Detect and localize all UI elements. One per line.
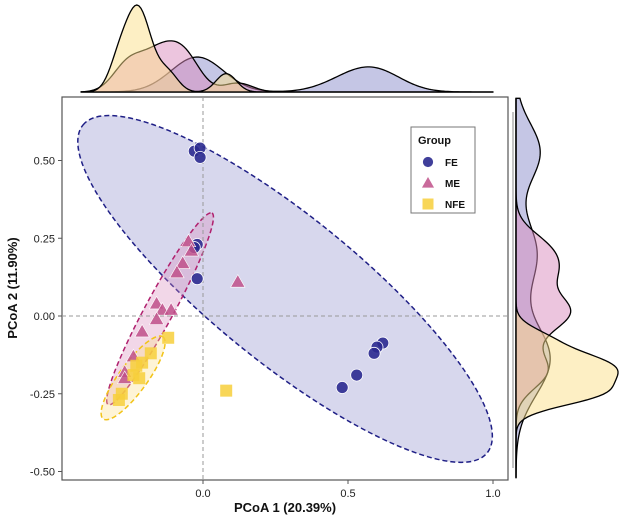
y-tick-label: -0.25 [30,389,55,401]
x-axis: 0.0 0.5 1.0 [195,480,501,500]
density-y-nfe [515,98,619,478]
density-x-nfe [80,4,493,93]
point-nfe [127,369,140,382]
y-axis-label: PCoA 2 (11.90%) [5,237,20,338]
point-nfe [130,359,143,372]
point-nfe [112,393,125,406]
ellipse-fe [77,114,494,464]
point-fe [367,346,381,360]
legend-label: NFE [445,200,465,211]
point-fe [190,272,204,286]
x-tick-label: 0.0 [195,488,210,500]
legend-item-nfe: NFE [422,198,465,211]
legend: Group FE ME NFE [410,126,476,214]
top-density-panel [80,4,494,93]
square-icon [422,198,434,210]
legend-item-fe: FE [422,156,458,169]
y-tick-label: 0.00 [34,311,55,323]
legend-box [410,126,476,214]
point-nfe [144,347,157,360]
point-fe [193,150,207,164]
point-me [169,264,185,279]
legend-title: Group [418,135,451,147]
point-me [230,273,246,288]
point-me [180,233,197,248]
data-points [112,141,390,406]
point-fe [335,381,349,394]
y-axis: 0.50 0.25 0.00 -0.25 -0.50 [30,156,62,479]
y-tick-label: 0.50 [34,156,55,168]
point-fe [350,368,364,382]
point-nfe [162,331,175,344]
x-tick-label: 0.5 [340,488,355,500]
legend-label: ME [445,179,460,190]
circle-icon [422,156,434,168]
point-me [183,242,200,257]
point-nfe [220,384,233,397]
legend-item-me: ME [420,175,460,190]
right-density-panel [512,97,619,479]
legend-label: FE [445,158,458,169]
x-axis-label: PCoA 1 (20.39%) [234,500,336,515]
x-tick-label: 1.0 [485,488,500,500]
y-tick-label: -0.50 [30,467,55,479]
triangle-icon [420,175,436,189]
point-me [174,255,191,269]
point-me [148,311,165,325]
point-me [163,301,179,316]
point-me [134,323,150,338]
y-tick-label: 0.25 [34,233,55,245]
point-me [148,295,165,310]
